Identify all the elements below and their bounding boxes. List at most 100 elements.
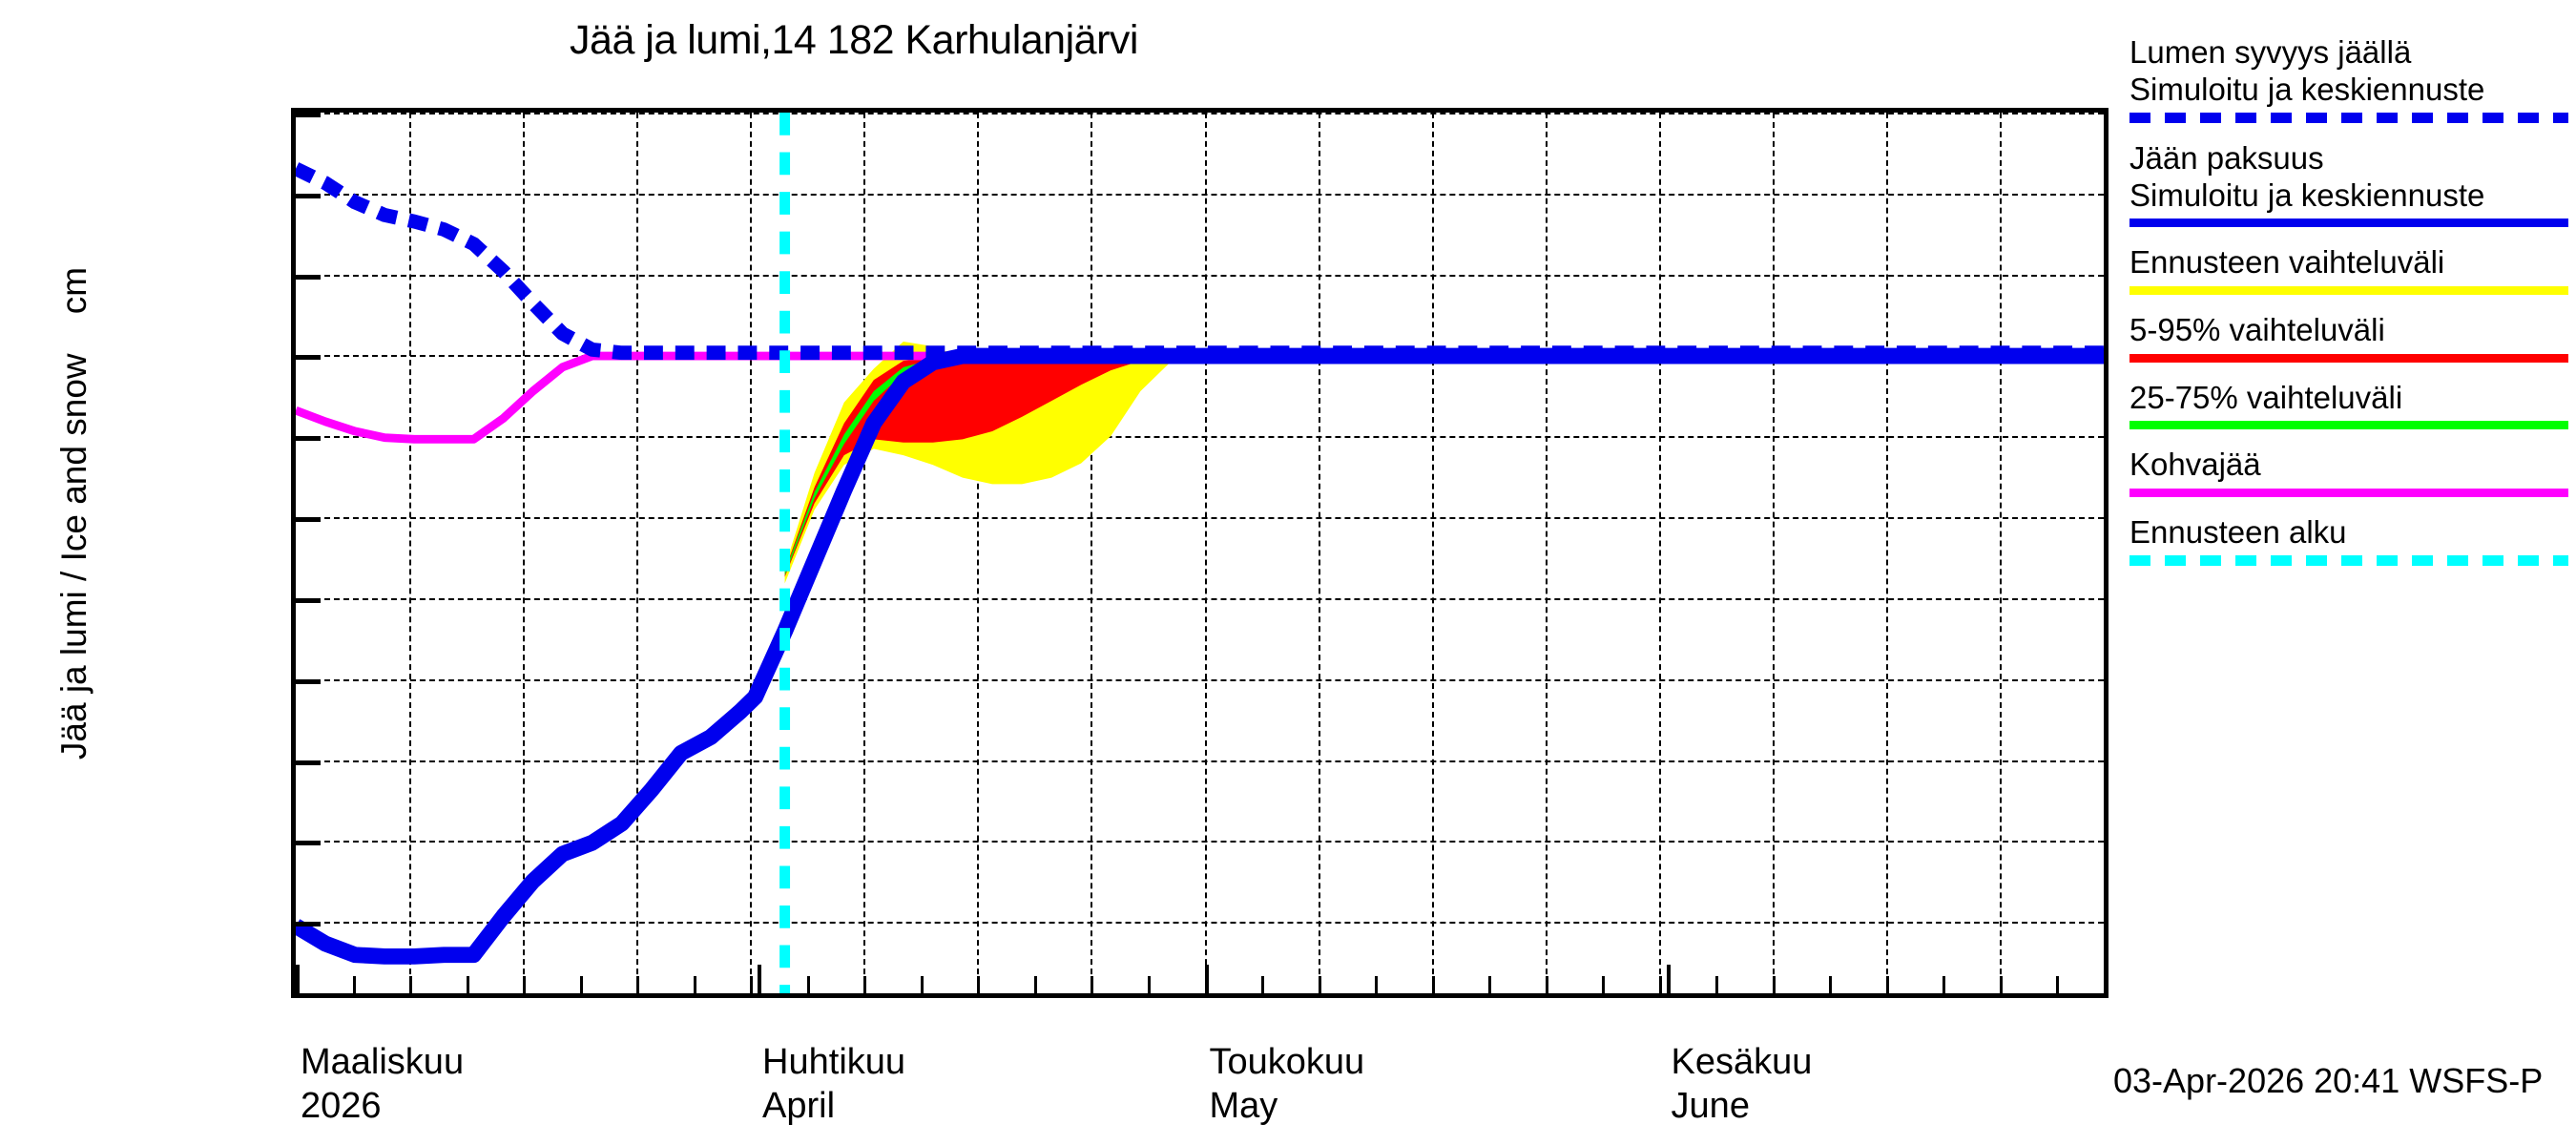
x-tick-mark — [1375, 976, 1379, 993]
gridline-horizontal — [296, 436, 2104, 439]
x-tick-mark-major — [1666, 965, 1671, 993]
gridline-vertical — [977, 113, 980, 993]
legend-item-title: Ennusteen vaihteluväli — [2129, 244, 2445, 281]
page-title: Jää ja lumi,14 182 Karhulanjärvi — [570, 17, 1138, 63]
x-tick-mark — [750, 976, 754, 993]
x-tick-mark — [2056, 976, 2060, 993]
gridline-vertical — [1658, 113, 1661, 993]
x-tick-mark — [1942, 976, 1946, 993]
y-tick-mark — [296, 597, 321, 603]
legend-item: Ennusteen alku — [2129, 514, 2568, 567]
x-tick-mark — [1261, 976, 1265, 993]
y-tick-mark — [296, 841, 321, 846]
legend-item: Lumen syvyys jäällä Simuloitu ja keskienn… — [2129, 34, 2568, 124]
legend-swatch — [2129, 421, 2568, 430]
gridline-vertical — [523, 113, 526, 993]
plot-area — [291, 108, 2109, 998]
legend-item-title: Jään paksuus — [2129, 140, 2324, 177]
x-tick-mark — [523, 976, 527, 993]
x-tick-mark — [1147, 976, 1151, 993]
x-tick-mark — [636, 976, 640, 993]
x-axis-label-fi: Maaliskuu — [301, 1042, 465, 1082]
y-tick-mark — [296, 922, 321, 927]
legend-item-subtitle: Simuloitu ja keskiennuste — [2129, 71, 2485, 107]
gridline-vertical — [863, 113, 866, 993]
y-tick-mark — [296, 436, 321, 442]
legend-item: Kohvajää — [2129, 447, 2568, 497]
gridline-vertical — [409, 113, 412, 993]
x-tick-mark — [1091, 976, 1094, 993]
x-tick-mark — [409, 976, 413, 993]
x-tick-mark — [579, 976, 583, 993]
plot-inner — [296, 113, 2104, 993]
timestamp: 03-Apr-2026 20:41 WSFS-P — [2113, 1061, 2544, 1100]
x-tick-mark — [977, 976, 981, 993]
x-axis-label-fi: Kesäkuu — [1671, 1042, 1813, 1082]
x-tick-mark — [1431, 976, 1435, 993]
x-tick-mark — [1829, 976, 1833, 993]
legend-swatch — [2129, 219, 2568, 228]
gridline-horizontal — [296, 841, 2104, 843]
x-tick-mark — [1999, 976, 2003, 993]
legend-swatch — [2129, 488, 2568, 497]
x-axis-label-fi: Toukokuu — [1209, 1042, 1365, 1082]
x-tick-mark — [1545, 976, 1548, 993]
kohvajaa-line — [296, 351, 2104, 444]
legend-item-title: Ennusteen alku — [2129, 513, 2347, 550]
legend-item-title: 5-95% vaihteluväli — [2129, 312, 2385, 348]
gridline-vertical — [750, 113, 753, 993]
x-tick-mark — [1658, 976, 1662, 993]
x-tick-mark — [1715, 976, 1719, 993]
x-tick-mark-major — [1204, 965, 1209, 993]
gridline-horizontal — [296, 922, 2104, 925]
legend-item-title: 25-75% vaihteluväli — [2129, 379, 2403, 415]
legend-swatch — [2129, 555, 2568, 567]
snow-depth-line — [296, 162, 2104, 361]
gridline-horizontal — [296, 760, 2104, 762]
x-tick-mark — [1885, 976, 1889, 993]
legend-swatch — [2129, 286, 2568, 296]
gridline-vertical — [1091, 113, 1093, 993]
x-tick-mark — [1318, 976, 1321, 993]
gridline-horizontal — [296, 193, 2104, 196]
y-axis-title: Jää ja lumi / Ice and snow cm — [54, 266, 93, 760]
legend-item: 25-75% vaihteluväli — [2129, 380, 2568, 430]
legend-swatch — [2129, 353, 2568, 363]
legend-item-title: Kohvajää — [2129, 447, 2261, 483]
x-tick-mark — [1488, 976, 1492, 993]
x-axis-label-en: 2026 — [301, 1086, 382, 1127]
x-tick-mark-major — [758, 965, 762, 993]
y-tick-mark — [296, 193, 321, 198]
x-axis-label: Maaliskuu 2026 — [301, 1040, 464, 1129]
x-axis-label-en: April — [762, 1086, 836, 1127]
gridline-horizontal — [296, 678, 2104, 681]
gridline-horizontal — [296, 597, 2104, 600]
gridline-horizontal — [296, 113, 2104, 114]
y-tick-mark — [296, 760, 321, 765]
x-axis-label-en: June — [1671, 1086, 1750, 1127]
y-tick-mark — [296, 678, 321, 684]
legend-item-title: Lumen syvyys jäällä — [2129, 34, 2412, 70]
x-tick-mark — [352, 976, 356, 993]
gridline-vertical — [1318, 113, 1320, 993]
gridline-vertical — [1204, 113, 1207, 993]
x-axis-label: Toukokuu May — [1210, 1040, 1365, 1129]
gridline-vertical — [1431, 113, 1434, 993]
gridline-horizontal — [296, 517, 2104, 520]
legend: Lumen syvyys jäällä Simuloitu ja keskienn… — [2129, 34, 2568, 583]
y-tick-mark — [296, 274, 321, 280]
legend-item-subtitle: Simuloitu ja keskiennuste — [2129, 177, 2485, 213]
x-tick-mark — [806, 976, 810, 993]
x-axis-label-en: May — [1209, 1086, 1278, 1127]
x-tick-mark-major — [296, 965, 300, 993]
x-axis-label: Kesäkuu June — [1672, 1040, 1813, 1129]
x-tick-mark — [1033, 976, 1037, 993]
y-tick-mark — [296, 517, 321, 523]
gridline-vertical — [1545, 113, 1548, 993]
gridline-horizontal — [296, 274, 2104, 277]
legend-item: Ennusteen vaihteluväli — [2129, 244, 2568, 296]
legend-item: Jään paksuus Simuloitu ja keskiennuste — [2129, 140, 2568, 228]
legend-item: 5-95% vaihteluväli — [2129, 312, 2568, 363]
x-tick-mark — [863, 976, 867, 993]
